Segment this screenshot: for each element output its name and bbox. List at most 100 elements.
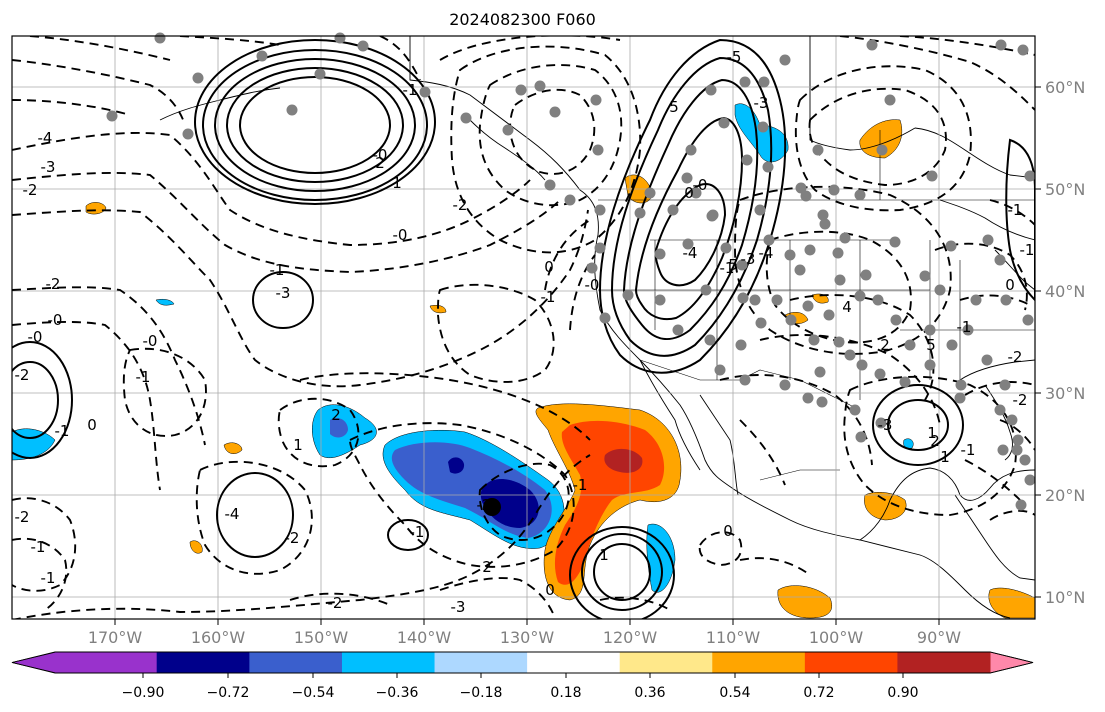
station-dot <box>681 172 693 184</box>
station-dot <box>594 204 606 216</box>
station-dot <box>685 144 697 156</box>
station-dot <box>758 76 770 88</box>
colorbar-label: 0.54 <box>719 685 750 701</box>
contour-label: -1 <box>270 261 285 279</box>
station-dot <box>515 84 527 96</box>
station-dot <box>802 300 814 312</box>
station-dot <box>994 404 1006 416</box>
station-dot <box>785 314 797 326</box>
station-dot <box>823 309 835 321</box>
contour-label: -1 <box>41 569 56 587</box>
contour-label: -1 <box>136 368 151 386</box>
station-dot <box>1024 170 1036 182</box>
contour-label: 0 <box>1005 276 1015 294</box>
contour-label: -0 <box>143 332 158 350</box>
contour-label: -1 <box>403 81 418 99</box>
station-dot <box>334 32 346 44</box>
station-dot <box>700 284 712 296</box>
colorbar-label: −0.72 <box>207 685 250 701</box>
storm-center-marker <box>483 498 501 516</box>
map-frame <box>11 35 1036 620</box>
station-dot <box>812 144 824 156</box>
station-dot <box>804 244 816 256</box>
station-dot <box>1024 474 1036 486</box>
station-dot <box>816 396 828 408</box>
station-dot <box>739 76 751 88</box>
colorbar-segment <box>897 652 991 673</box>
station-dot <box>654 294 666 306</box>
negative-anomaly-region <box>480 478 539 528</box>
station-dot <box>1022 314 1034 326</box>
station-dot <box>834 274 846 286</box>
contour-label: 4 <box>842 298 852 316</box>
colorbar-label: 0.90 <box>887 685 918 701</box>
lon-tick-label: 160°W <box>191 628 246 647</box>
contour-label: -1 <box>541 288 556 306</box>
colorbar-label: −0.90 <box>122 685 165 701</box>
station-dot <box>795 182 807 194</box>
station-dot <box>737 292 749 304</box>
station-dot <box>749 294 761 306</box>
station-dot <box>763 234 775 246</box>
contour-label: -5 <box>727 48 742 66</box>
positive-anomaly-region <box>777 585 833 619</box>
station-dot <box>592 144 604 156</box>
contour-label: -1 <box>1020 241 1035 259</box>
station-dot <box>860 269 872 281</box>
contour-label: -2 <box>15 508 30 526</box>
contour-label: -1 <box>1008 201 1023 219</box>
positive-anomaly-region <box>859 119 903 159</box>
contour-label: 2 <box>880 336 890 354</box>
station-dot <box>1019 454 1031 466</box>
colorbar-segment <box>55 652 157 673</box>
positive-anomaly-region <box>429 305 447 314</box>
station-dot <box>955 379 967 391</box>
contour-label: 0 <box>684 184 694 202</box>
station-dot <box>460 112 472 124</box>
contour-label: -2 <box>477 496 492 514</box>
station-dot <box>419 86 431 98</box>
positive-anomaly-region <box>223 442 243 454</box>
station-dot <box>819 218 831 230</box>
contour-label: 5 <box>669 98 679 116</box>
station-dot <box>704 334 716 346</box>
station-dot <box>182 128 194 140</box>
contour-label: -2 <box>328 594 343 612</box>
contour-label: -1 <box>55 422 70 440</box>
contour-label: -1 <box>720 259 735 277</box>
station-dot <box>970 294 982 306</box>
station-dot <box>919 270 931 282</box>
lat-tick-label: 30°N <box>1045 384 1085 403</box>
station-dot <box>926 170 938 182</box>
station-dot <box>720 242 732 254</box>
station-dot <box>995 39 1007 51</box>
negative-anomaly-region <box>646 523 676 593</box>
station-dot <box>800 190 812 202</box>
contour-label: 2 <box>375 154 385 172</box>
contour-label: -1 <box>573 476 588 494</box>
station-dot <box>654 248 666 260</box>
station-dot <box>622 289 634 301</box>
positive-anomaly-region <box>189 540 203 554</box>
station-dot <box>705 84 717 96</box>
contour-label: -4 <box>683 244 698 262</box>
station-dot <box>736 259 748 271</box>
colorbar-label: 0.72 <box>803 685 834 701</box>
lon-tick-label: 150°W <box>294 628 349 647</box>
station-dot <box>718 117 730 129</box>
colorbar-label: 0.36 <box>634 685 665 701</box>
contour-label: -3 <box>451 598 466 616</box>
contour-label: 5 <box>926 336 936 354</box>
station-dot <box>286 104 298 116</box>
station-dot <box>314 68 326 80</box>
station-dot <box>849 404 861 416</box>
contour-label: -0 <box>48 311 63 329</box>
station-dot <box>817 209 829 221</box>
lon-tick-label: 110°W <box>706 628 761 647</box>
station-dot <box>945 240 957 252</box>
contour-label: 5 <box>728 256 738 274</box>
station-dot <box>934 284 946 296</box>
colorbar-segment <box>249 652 343 673</box>
station-dot <box>357 40 369 52</box>
contour-label: 1 <box>599 546 609 564</box>
